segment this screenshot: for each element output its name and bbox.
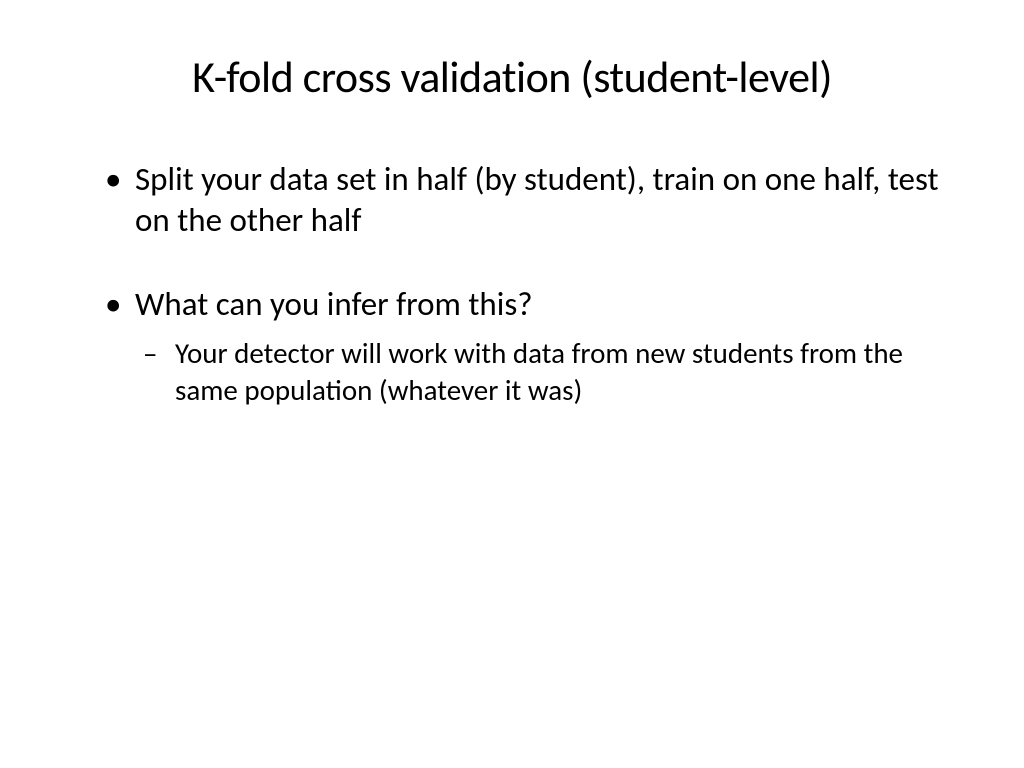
- bullet-item: What can you infer from this? Your detec…: [100, 284, 954, 411]
- bullet-list-level1: Split your data set in half (by student)…: [100, 159, 954, 410]
- bullet-list-level2: Your detector will work with data from n…: [135, 335, 954, 410]
- slide-title: K-fold cross validation (student-level): [70, 50, 954, 104]
- slide-container: K-fold cross validation (student-level) …: [0, 0, 1024, 768]
- bullet-text: What can you infer from this?: [135, 284, 533, 324]
- bullet-item: Split your data set in half (by student)…: [100, 159, 954, 242]
- slide-content: Split your data set in half (by student)…: [70, 159, 954, 410]
- sub-bullet-item: Your detector will work with data from n…: [135, 335, 954, 410]
- sub-bullet-text: Your detector will work with data from n…: [175, 335, 903, 409]
- bullet-text: Split your data set in half (by student)…: [135, 159, 939, 240]
